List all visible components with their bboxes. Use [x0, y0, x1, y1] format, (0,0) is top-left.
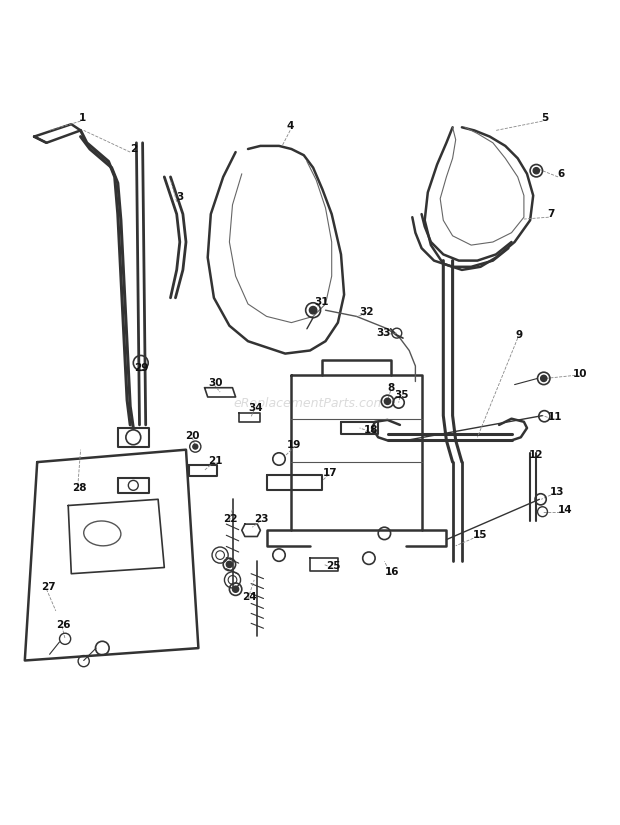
Text: 15: 15 [473, 530, 488, 540]
Text: 19: 19 [287, 440, 302, 450]
Text: 16: 16 [384, 568, 399, 577]
Text: 5: 5 [541, 113, 548, 123]
Text: 31: 31 [314, 297, 329, 307]
Text: 33: 33 [376, 328, 391, 338]
Text: 6: 6 [557, 169, 565, 179]
Text: 18: 18 [363, 425, 378, 435]
Text: 32: 32 [360, 307, 374, 317]
Circle shape [384, 398, 391, 404]
Text: 26: 26 [56, 620, 71, 629]
Text: 1: 1 [79, 113, 86, 123]
Text: 2: 2 [130, 144, 137, 154]
Circle shape [533, 167, 539, 174]
Circle shape [232, 586, 239, 592]
Circle shape [541, 375, 547, 381]
Text: 10: 10 [572, 369, 587, 379]
Text: 25: 25 [326, 561, 341, 571]
Text: 3: 3 [176, 192, 184, 202]
Circle shape [226, 561, 232, 568]
Text: 28: 28 [72, 483, 87, 493]
Text: 13: 13 [549, 487, 564, 497]
Text: 14: 14 [558, 506, 573, 516]
Text: 20: 20 [185, 431, 200, 441]
Text: 12: 12 [529, 450, 544, 460]
Circle shape [309, 306, 317, 314]
Text: 34: 34 [248, 403, 263, 412]
Text: 29: 29 [134, 363, 149, 373]
Text: eReplacementParts.com: eReplacementParts.com [234, 397, 386, 410]
Circle shape [193, 444, 198, 449]
Text: 35: 35 [394, 390, 409, 400]
Text: 21: 21 [208, 456, 223, 466]
Text: 7: 7 [547, 209, 554, 219]
Text: 8: 8 [387, 383, 394, 393]
Text: 30: 30 [208, 378, 223, 388]
Text: 4: 4 [286, 121, 294, 131]
Text: 11: 11 [547, 412, 562, 422]
Text: 23: 23 [254, 514, 269, 524]
Text: 27: 27 [41, 582, 56, 592]
Text: 17: 17 [322, 469, 337, 478]
Text: 22: 22 [223, 514, 238, 524]
Text: 24: 24 [242, 592, 257, 602]
Text: 9: 9 [516, 330, 523, 340]
